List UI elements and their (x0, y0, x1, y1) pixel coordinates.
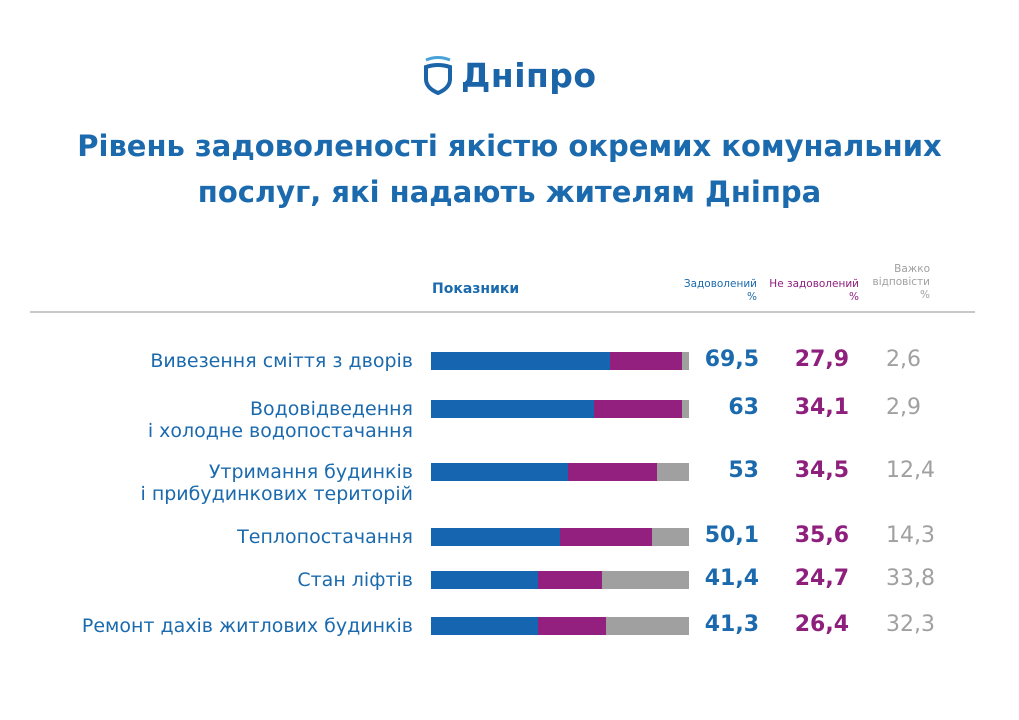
category-label-line: і прибудинкових територій (140, 483, 414, 505)
stacked-bar (431, 528, 689, 546)
category-label: Водовідведення і холодне водопостачання (148, 398, 413, 442)
category-label-line: Вивезення сміття з дворів (150, 350, 413, 372)
data-label: 2,9 (886, 395, 921, 420)
bar-segment-satisfied (431, 617, 538, 635)
data-label: 2,6 (886, 347, 921, 372)
header-text: Важко (894, 263, 930, 275)
header-text: відповісти (872, 276, 930, 288)
bar-segment-satisfied (431, 571, 538, 589)
category-label-line: Ремонт дахів житлових будинків (81, 615, 413, 637)
bar-segment-unsatisfied (537, 617, 606, 635)
bar-segment-hard-to-answer (682, 352, 689, 370)
category-label-line: і холодне водопостачання (147, 420, 413, 442)
data-label: 24,7 (794, 566, 849, 591)
category-label-line: Стан ліфтів (297, 569, 413, 591)
shield-logo-icon (424, 56, 452, 95)
category-label-line: Утримання будинків (208, 461, 413, 483)
stacked-bar (431, 617, 689, 635)
category-label-line: Теплопостачання (237, 526, 413, 548)
header-text: Не задоволений (769, 278, 859, 290)
data-label: 69,5 (704, 347, 759, 372)
data-label: 27,9 (794, 347, 849, 372)
title-line-1: Рівень задоволеності якістю окремих кому… (77, 129, 942, 163)
bar-segment-hard-to-answer (652, 528, 689, 546)
category-label: Ремонт дахів житлових будинків (82, 615, 413, 637)
bar-segment-hard-to-answer (605, 617, 689, 635)
bar-segment-satisfied (431, 528, 561, 546)
bar-segment-unsatisfied (593, 400, 682, 418)
category-label: Стан ліфтів (297, 569, 413, 591)
chart-title: Рівень задоволеності якістю окремих кому… (0, 123, 1019, 215)
bar-segment-hard-to-answer (656, 463, 689, 481)
title-line-2: послуг, які надають жителям Дніпра (197, 175, 822, 209)
data-label: 50,1 (704, 523, 759, 548)
category-label: Утримання будинків і прибудинкових терито… (141, 461, 414, 505)
logo: Дніпро (423, 55, 597, 95)
header-unit: % (849, 291, 859, 303)
data-label: 32,3 (886, 612, 935, 637)
logo-text: Дніпро (461, 55, 597, 95)
data-label: 35,6 (794, 523, 849, 548)
data-label: 34,1 (794, 395, 849, 420)
category-label: Вивезення сміття з дворів (150, 350, 413, 372)
bar-segment-unsatisfied (537, 571, 602, 589)
data-label: 12,4 (886, 458, 935, 483)
category-header: Показники (432, 281, 520, 297)
stacked-bar (431, 352, 689, 370)
bar-segment-unsatisfied (560, 528, 653, 546)
bar-segment-hard-to-answer (601, 571, 689, 589)
header-unit: % (920, 289, 930, 301)
header-unit: % (747, 291, 757, 303)
data-label: 63 (728, 395, 759, 420)
data-label: 34,5 (794, 458, 849, 483)
data-label: 14,3 (886, 523, 935, 548)
header-satisfied: Задоволений % (684, 278, 757, 304)
data-label: 26,4 (794, 612, 849, 637)
stacked-bar (431, 400, 689, 418)
data-label: 33,8 (886, 566, 935, 591)
bar-segment-unsatisfied (567, 463, 657, 481)
header-text: Задоволений (683, 278, 757, 290)
data-label: 41,4 (704, 566, 759, 591)
data-label: 41,3 (704, 612, 759, 637)
header-unsatisfied: Не задоволений % (769, 278, 859, 304)
category-label-line: Водовідведення (249, 398, 413, 420)
bar-segment-satisfied (431, 400, 594, 418)
bar-segment-satisfied (431, 463, 568, 481)
category-label: Теплопостачання (237, 526, 413, 548)
data-label: 53 (728, 458, 759, 483)
header-hard-to-answer: Важко відповісти % (873, 263, 930, 302)
bar-segment-satisfied (431, 352, 611, 370)
bar-segment-unsatisfied (610, 352, 683, 370)
stacked-bar (431, 571, 689, 589)
header-divider (30, 311, 975, 313)
bar-segment-hard-to-answer (681, 400, 689, 418)
stacked-bar (431, 463, 689, 481)
